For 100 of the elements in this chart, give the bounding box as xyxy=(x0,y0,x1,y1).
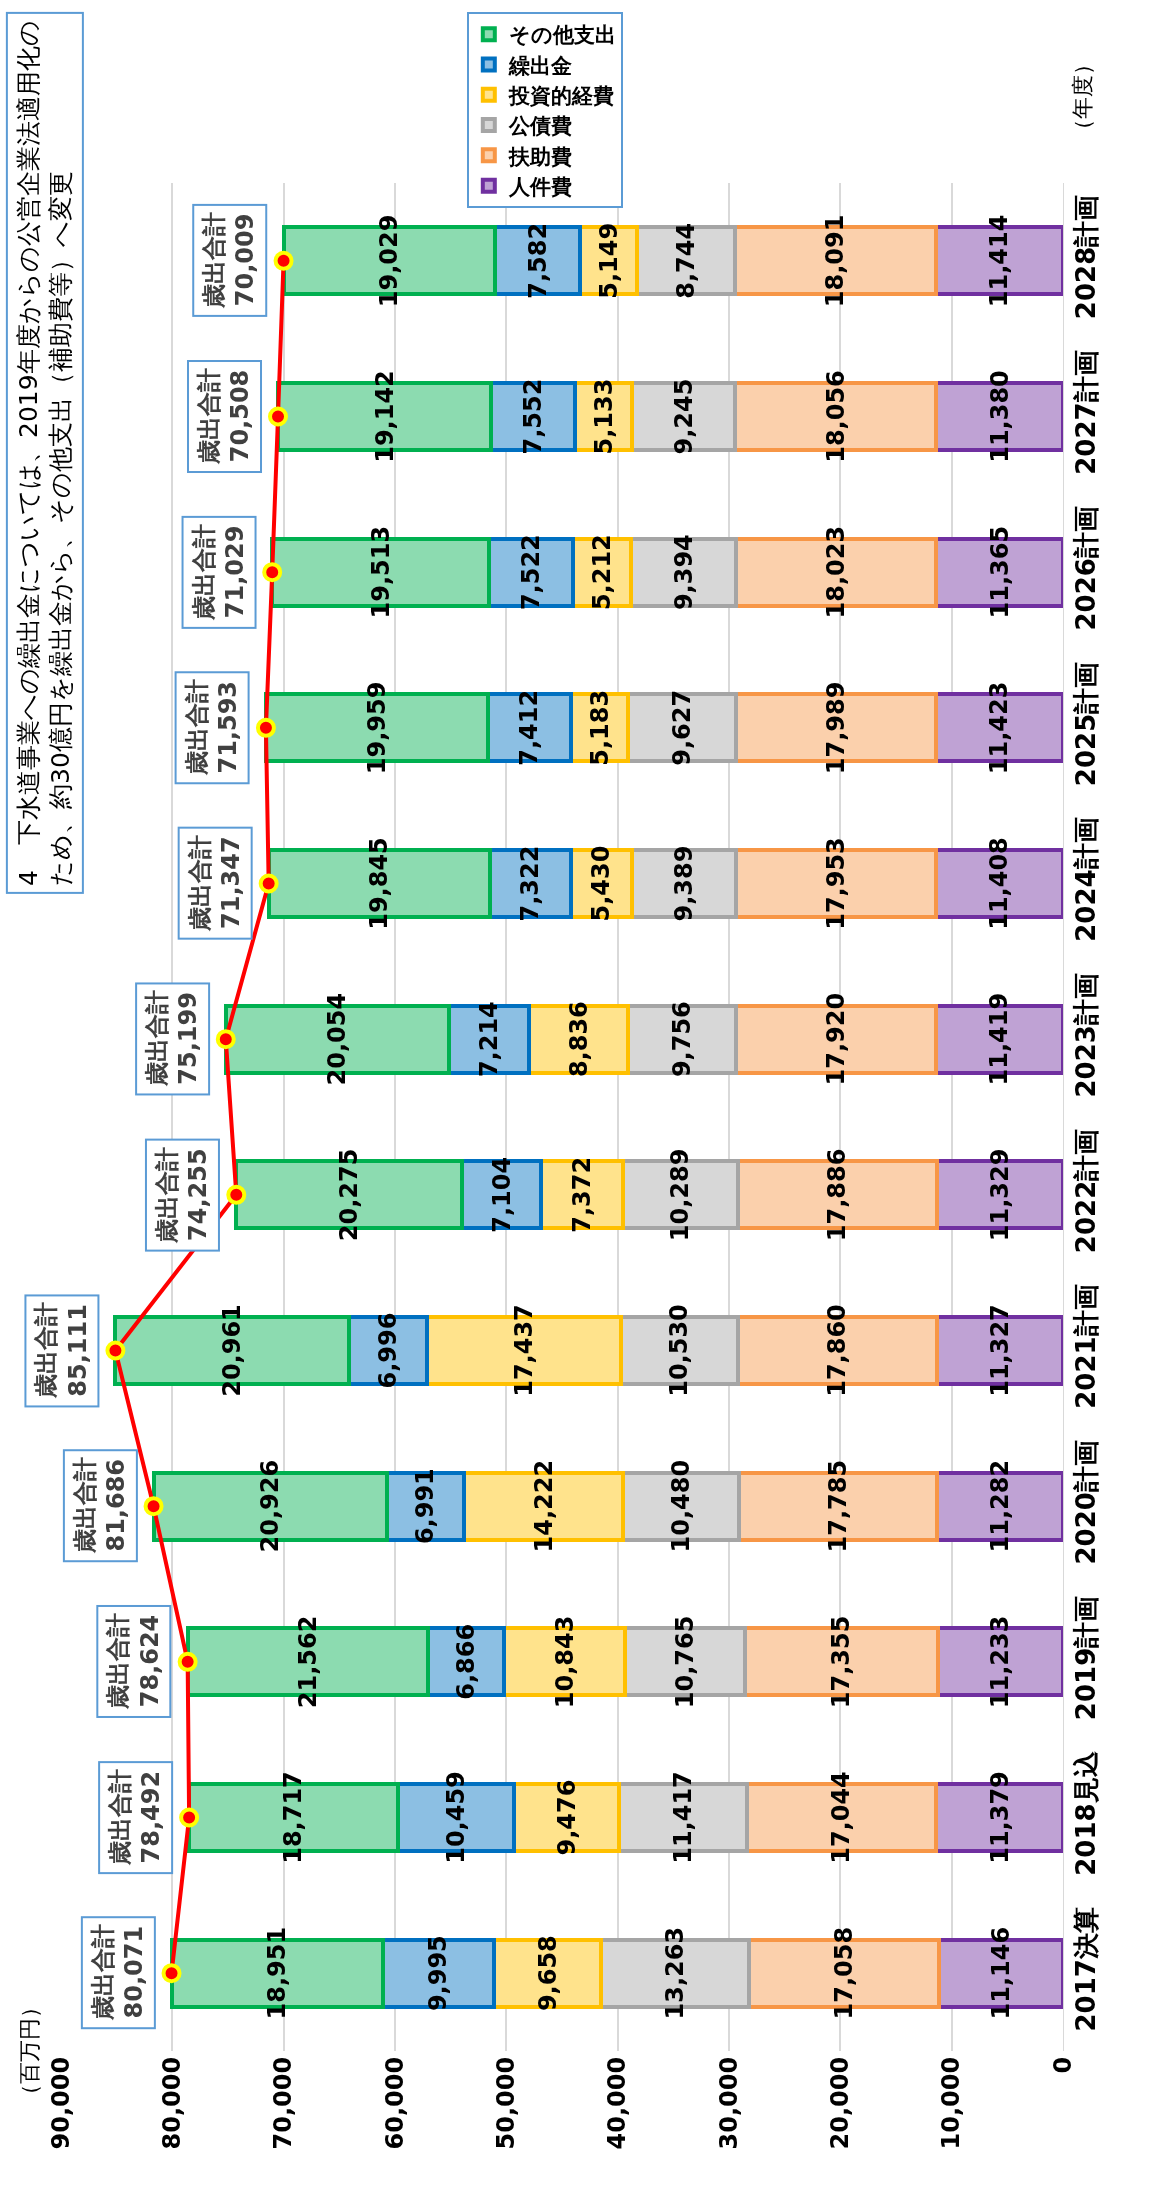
data-label: 18,091 xyxy=(821,214,850,308)
data-label: 19,959 xyxy=(363,681,392,775)
data-label: 8,744 xyxy=(671,222,700,299)
data-label: 歳出合計 78,624 xyxy=(104,1612,164,1710)
y-tick-label: 2026計画 xyxy=(1071,506,1102,631)
data-label: 20,961 xyxy=(218,1304,247,1397)
data-label: 9,658 xyxy=(533,1935,562,2012)
data-label: 7,214 xyxy=(475,1001,504,1078)
data-label: 11,414 xyxy=(985,214,1014,308)
data-label: 7,552 xyxy=(519,378,548,455)
data-label: 10,765 xyxy=(670,1615,699,1709)
data-label: 14,222 xyxy=(529,1459,558,1553)
point xyxy=(105,1340,126,1361)
data-label: 13,263 xyxy=(661,1926,690,2020)
data-label: 歳出合計 78,492 xyxy=(106,1769,166,1867)
data-label: 9,627 xyxy=(667,689,696,766)
data-label: 19,513 xyxy=(366,525,395,619)
data-label: 18,056 xyxy=(821,370,850,463)
data-label: 歳出合計 71,593 xyxy=(182,679,242,777)
data-label: 9,995 xyxy=(424,1935,453,2012)
data-label: 9,389 xyxy=(669,845,698,922)
data-label: 17,355 xyxy=(827,1615,856,1709)
data-label: 21,562 xyxy=(293,1615,322,1709)
data-label: 18,023 xyxy=(822,525,851,619)
data-label: 9,245 xyxy=(669,378,698,455)
data-label: 5,149 xyxy=(594,222,623,299)
data-label: 7,522 xyxy=(517,534,546,611)
data-label: 17,785 xyxy=(824,1459,853,1553)
data-label: 10,843 xyxy=(550,1615,579,1709)
data-label: 19,029 xyxy=(375,214,404,308)
data-label: 20,275 xyxy=(335,1148,364,1242)
data-label: 11,379 xyxy=(985,1771,1014,1864)
legend-label: その他支出 xyxy=(508,23,616,48)
data-label: 11,419 xyxy=(985,992,1014,1086)
data-label: 歳出合計 74,255 xyxy=(152,1146,213,1244)
point xyxy=(268,406,289,427)
point xyxy=(177,1651,198,1672)
legend-label: 人件費 xyxy=(507,174,572,199)
legend-label: 扶助費 xyxy=(507,144,572,169)
data-label: 20,054 xyxy=(323,992,352,1086)
data-label: 10,459 xyxy=(441,1771,470,1864)
y-tick-label: 2019計画 xyxy=(1071,1595,1102,1721)
point xyxy=(273,250,294,271)
y-tick-label: 2028計画 xyxy=(1071,194,1102,320)
y-tick-label: 2021計画 xyxy=(1071,1284,1102,1409)
text: （百万円） xyxy=(16,1995,42,2106)
y-tick-label: 2024計画 xyxy=(1071,817,1102,942)
data-label: 歳出合計 71,029 xyxy=(189,523,249,621)
x-tick-label: 90,000 xyxy=(46,2056,75,2150)
x-tick-label: 10,000 xyxy=(937,2056,966,2150)
data-label: 19,142 xyxy=(370,370,399,463)
data-label: 17,860 xyxy=(823,1304,852,1397)
data-label: 11,365 xyxy=(985,525,1014,619)
data-label: 歳出合計 71,347 xyxy=(185,834,245,932)
data-label: 歳出合計 85,111 xyxy=(32,1302,92,1400)
data-label: 8,836 xyxy=(564,1001,593,1078)
data-label: 17,437 xyxy=(509,1304,538,1397)
x-tick-label: 0 xyxy=(1048,2056,1077,2074)
data-label: 5,212 xyxy=(588,534,617,611)
data-label: 5,430 xyxy=(587,845,616,922)
data-label: 11,380 xyxy=(985,370,1014,463)
data-label: 19,845 xyxy=(365,837,394,930)
data-label: 5,183 xyxy=(585,689,614,766)
data-label: 歳出合計 80,071 xyxy=(88,1924,149,2022)
data-label: 歳出合計 70,508 xyxy=(195,368,255,466)
y-tick-label: 2023計画 xyxy=(1071,973,1102,1098)
point xyxy=(179,1807,200,1828)
y-tick-label: 2018見込 xyxy=(1071,1751,1102,1876)
data-label: 7,372 xyxy=(568,1156,597,1233)
point xyxy=(143,1496,164,1517)
data-label: 歳出合計 75,199 xyxy=(143,990,203,1088)
data-label: 6,991 xyxy=(411,1468,440,1545)
data-label: 11,329 xyxy=(985,1148,1014,1242)
point xyxy=(258,873,279,894)
data-label: 11,233 xyxy=(986,1615,1015,1709)
data-label: 6,866 xyxy=(451,1623,480,1700)
data-label: 10,289 xyxy=(666,1148,695,1242)
point xyxy=(226,1184,247,1205)
data-label: 11,408 xyxy=(985,837,1014,930)
legend-label: 繰出金 xyxy=(507,53,572,78)
y-tick-label: 2022計画 xyxy=(1071,1128,1102,1254)
data-label: 10,480 xyxy=(667,1459,696,1553)
legend-label: 公債費 xyxy=(507,114,572,139)
x-tick-label: 30,000 xyxy=(714,2056,743,2150)
y-tick-label: 2025計画 xyxy=(1071,661,1102,787)
point xyxy=(215,1029,236,1050)
data-label: 歳出合計 81,686 xyxy=(70,1457,131,1555)
data-label: 17,953 xyxy=(822,837,851,930)
data-label: 7,412 xyxy=(515,689,544,766)
data-label: 17,886 xyxy=(823,1148,852,1242)
data-label: 9,394 xyxy=(669,534,698,611)
annotation: 4 下水道事業への繰出金については、2019年度からの公営企業法適用化のため、約30億円を繰出金から、その他支出（補助費等）へ変更 xyxy=(13,20,76,886)
data-label: 18,717 xyxy=(279,1771,308,1864)
y-tick-label: 2020計画 xyxy=(1071,1440,1102,1565)
point xyxy=(255,717,276,738)
data-label: 17,058 xyxy=(829,1926,858,2020)
data-label: 11,327 xyxy=(985,1304,1014,1397)
data-label: 11,146 xyxy=(986,1926,1015,2020)
data-label: 17,989 xyxy=(821,681,850,775)
x-tick-label: 70,000 xyxy=(269,2056,298,2150)
